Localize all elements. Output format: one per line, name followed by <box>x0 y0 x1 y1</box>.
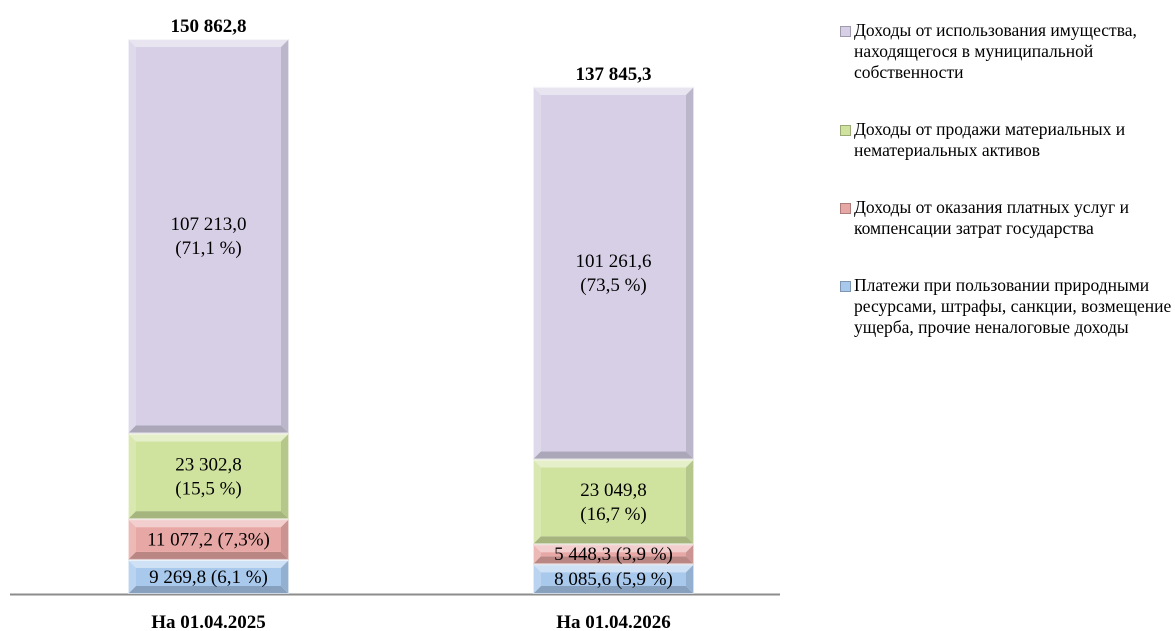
legend-swatch <box>840 26 851 37</box>
bar-segment <box>128 39 289 434</box>
legend-item: Доходы от использования имущества, наход… <box>838 20 1175 83</box>
data-label: 11 077,2 (7,3%) <box>147 530 270 551</box>
bar-segment <box>533 459 694 545</box>
legend-item: Платежи при пользовании природными ресур… <box>838 275 1175 338</box>
legend-label: Доходы от продажи материальных и нематер… <box>854 119 1126 160</box>
bar-segment <box>533 564 694 595</box>
data-label: 9 269,8 (6,1 %) <box>149 567 268 588</box>
legend-item: Доходы от продажи материальных и нематер… <box>838 119 1175 161</box>
legend-label: Доходы от использования имущества, наход… <box>854 20 1137 82</box>
data-label: 107 213,0 (71,1 %) <box>171 214 247 259</box>
legend-swatch <box>840 281 851 292</box>
data-label: 23 302,8 (15,5 %) <box>175 454 242 499</box>
bar-segment <box>128 559 289 594</box>
bar-segment <box>533 544 694 565</box>
data-label: 5 448,3 (3,9 %) <box>554 544 673 565</box>
data-label: 101 261,6 (73,5 %) <box>576 251 652 296</box>
legend-label: Платежи при пользовании природными ресур… <box>854 275 1172 337</box>
legend-swatch <box>840 203 851 214</box>
legend-item: Доходы от оказания платных услуг и компе… <box>838 197 1175 239</box>
category-label: На 01.04.2025 <box>151 612 266 631</box>
bar-segment <box>128 519 289 560</box>
legend-swatch <box>840 125 851 136</box>
total-label: 137 845,3 <box>576 64 652 85</box>
data-label: 8 085,6 (5,9 %) <box>554 569 673 590</box>
chart-legend: Доходы от использования имущества, наход… <box>838 20 1175 338</box>
stacked-bar-chart: 9 269,8 (6,1 %) 11 077,2 (7,3%) 23 302,8 (1… <box>10 16 780 631</box>
legend-label: Доходы от оказания платных услуг и компе… <box>854 197 1129 238</box>
category-label: На 01.04.2026 <box>556 612 671 631</box>
data-label: 23 049,8 (16,7 %) <box>580 480 647 525</box>
total-label: 150 862,8 <box>171 16 247 37</box>
bar-segment <box>533 86 694 460</box>
bar-segment <box>128 433 289 520</box>
